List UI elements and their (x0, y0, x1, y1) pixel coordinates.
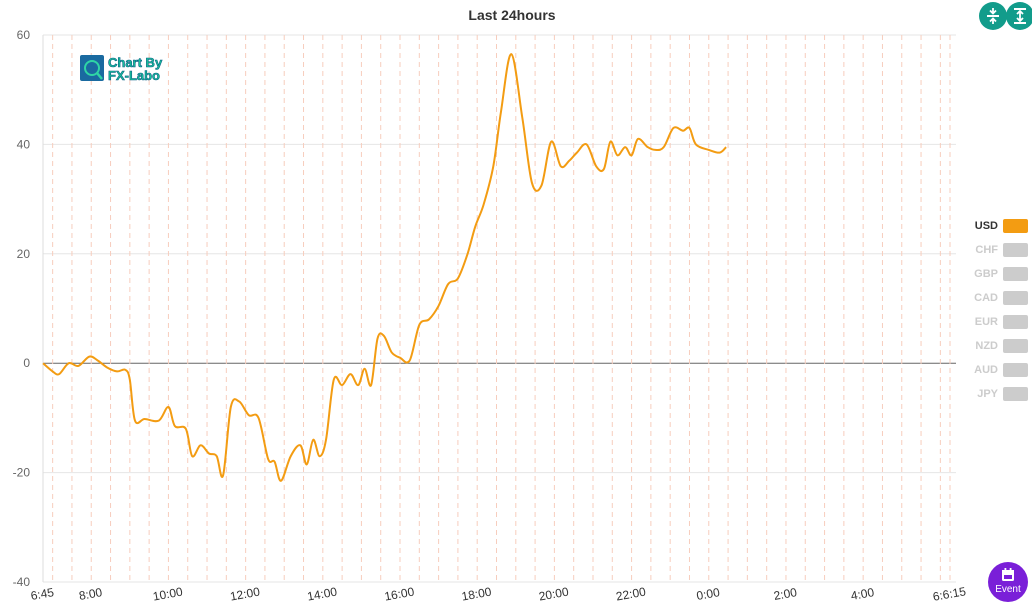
legend-label: AUD (974, 364, 998, 376)
legend-label: GBP (974, 268, 998, 280)
legend-label: USD (974, 220, 998, 232)
legend-swatch (1003, 267, 1028, 281)
event-button[interactable]: Event (988, 562, 1028, 602)
legend-label: JPY (977, 388, 998, 400)
logo-line1: Chart By (108, 55, 163, 70)
event-label: Event (995, 584, 1021, 595)
legend-swatch (1003, 315, 1028, 329)
legend-item-chf[interactable]: CHF (960, 238, 1028, 262)
legend-swatch (1003, 387, 1028, 401)
x-tick-label: 22:00 (615, 585, 647, 604)
legend-swatch (1003, 219, 1028, 233)
chart-by-fx-labo-logo: Chart By FX-Labo (80, 55, 180, 90)
x-tick-label: 20:00 (538, 585, 570, 604)
legend-label: CAD (974, 292, 998, 304)
calendar-icon (1002, 568, 1014, 581)
legend-swatch (1003, 363, 1028, 377)
legend-item-gbp[interactable]: GBP (960, 262, 1028, 286)
x-tick-label: 8:00 (78, 585, 104, 603)
legend-swatch (1003, 291, 1028, 305)
series-layer (42, 53, 727, 482)
y-tick-label: 0 (23, 356, 30, 370)
collapse-button[interactable] (979, 2, 1007, 30)
x-tick-label: 18:00 (461, 585, 493, 604)
grid-layer (42, 34, 956, 583)
legend-label: NZD (975, 340, 998, 352)
x-tick-label: 2:00 (773, 585, 799, 603)
x-tick-label: 12:00 (229, 585, 261, 604)
legend-item-nzd[interactable]: NZD (960, 334, 1028, 358)
logo-line2: FX-Labo (108, 68, 160, 83)
legend-label: EUR (974, 316, 998, 328)
y-tick-label: 20 (17, 247, 31, 261)
axis-layer: 60 40 20 0 -20 -406:45 8:00 10:00 12:00 14:00 16:0… (13, 28, 968, 604)
x-tick-label: 16:00 (383, 585, 415, 604)
y-tick-label: 60 (17, 28, 31, 42)
y-tick-label: -20 (13, 466, 31, 480)
expand-button[interactable] (1006, 2, 1032, 30)
series-line-usd (42, 53, 727, 482)
legend-swatch (1003, 243, 1028, 257)
y-tick-label: -40 (13, 575, 31, 589)
legend: USD CHF GBP CAD EUR NZD AUD JPY (960, 214, 1028, 406)
legend-item-cad[interactable]: CAD (960, 286, 1028, 310)
expand-vertical-icon (1014, 8, 1026, 24)
chart-title: Last 24hours (468, 7, 556, 23)
legend-item-jpy[interactable]: JPY (960, 382, 1028, 406)
legend-label: CHF (975, 244, 998, 256)
legend-item-aud[interactable]: AUD (960, 358, 1028, 382)
collapse-vertical-icon (987, 8, 999, 24)
x-tick-label: 10:00 (152, 585, 184, 604)
legend-item-eur[interactable]: EUR (960, 310, 1028, 334)
legend-item-usd[interactable]: USD (960, 214, 1028, 238)
x-tick-label: 4:00 (850, 585, 876, 603)
y-tick-label: 40 (17, 137, 31, 151)
legend-swatch (1003, 339, 1028, 353)
x-tick-label: 6:6:15 (932, 584, 968, 604)
x-tick-label: 0:00 (695, 585, 721, 603)
x-tick-label: 6:45 (30, 585, 56, 603)
x-tick-label: 14:00 (306, 585, 338, 604)
